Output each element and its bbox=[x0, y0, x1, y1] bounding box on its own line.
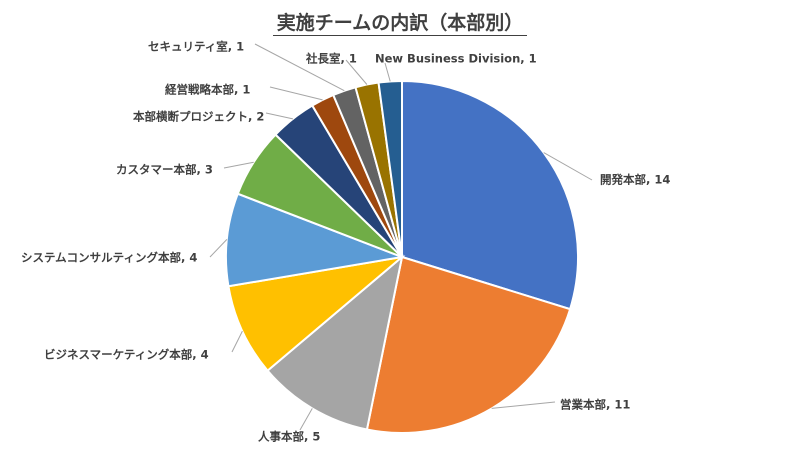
data-label-9: セキュリティ室, 1 bbox=[148, 40, 244, 54]
chart-title: 実施チームの内訳（本部別） bbox=[0, 8, 800, 36]
pie-slice-3 bbox=[266, 254, 404, 431]
pie-slice-2 bbox=[365, 255, 572, 434]
leader-line-11 bbox=[384, 62, 391, 82]
pie-slice-5 bbox=[225, 192, 406, 288]
leader-line-9 bbox=[254, 43, 345, 92]
data-label-8: 経営戦略本部, 1 bbox=[165, 83, 250, 97]
leader-line-1 bbox=[543, 152, 593, 181]
leader-line-8 bbox=[269, 86, 323, 101]
data-label-1: 開発本部, 14 bbox=[600, 173, 670, 187]
leader-line-4 bbox=[231, 330, 243, 353]
data-label-7: 本部横断プロジェクト, 2 bbox=[133, 110, 264, 124]
leader-line-6 bbox=[223, 161, 254, 169]
pie-slice-1 bbox=[401, 79, 579, 311]
data-label-11: New Business Division, 1 bbox=[375, 52, 537, 66]
pie-slice-11 bbox=[377, 79, 403, 258]
leader-line-5 bbox=[209, 239, 228, 258]
data-label-2: 営業本部, 11 bbox=[560, 398, 630, 412]
data-label-10: 社長室, 1 bbox=[305, 52, 357, 66]
leader-line-10 bbox=[345, 59, 368, 85]
leader-line-7 bbox=[265, 112, 294, 120]
pie-slice-4 bbox=[227, 255, 406, 373]
data-label-4: ビジネスマーケティング本部, 4 bbox=[44, 348, 209, 362]
leader-line-2 bbox=[491, 401, 556, 409]
leader-line-3 bbox=[299, 408, 313, 431]
chart-title-text: 実施チームの内訳（本部別） bbox=[272, 12, 528, 36]
data-label-5: システムコンサルティング本部, 4 bbox=[21, 251, 197, 265]
data-label-6: カスタマー本部, 3 bbox=[116, 163, 213, 177]
data-label-3: 人事本部, 5 bbox=[258, 430, 320, 444]
